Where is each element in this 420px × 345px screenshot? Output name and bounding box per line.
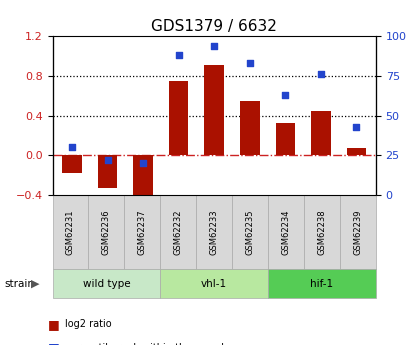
Text: wild type: wild type [83,279,130,289]
Text: GSM62234: GSM62234 [281,209,291,255]
Text: percentile rank within the sample: percentile rank within the sample [65,343,230,345]
Text: GSM62239: GSM62239 [354,209,362,255]
Bar [346,148,366,155]
Bar [169,81,189,155]
Text: log2 ratio: log2 ratio [65,319,112,329]
Text: GSM62237: GSM62237 [138,209,147,255]
Point [211,43,218,49]
Point [353,124,360,129]
Bar [205,65,224,155]
Text: hif-1: hif-1 [310,279,333,289]
Title: GDS1379 / 6632: GDS1379 / 6632 [151,19,277,34]
Bar [240,101,260,155]
Text: ▶: ▶ [32,279,40,289]
Point [69,145,76,150]
Point [104,157,111,163]
Point [247,60,253,66]
Point [175,52,182,58]
Bar [98,155,117,188]
Text: ■: ■ [48,341,60,345]
Point [318,71,324,77]
Point [140,160,147,166]
Text: GSM62232: GSM62232 [174,209,183,255]
Text: strain: strain [4,279,34,289]
Text: GSM62233: GSM62233 [210,209,219,255]
Bar [134,155,153,198]
Bar [62,155,82,173]
Text: GSM62238: GSM62238 [318,209,326,255]
Point [282,92,289,98]
Bar [311,111,331,155]
Bar [276,122,295,155]
Text: ■: ■ [48,318,60,331]
Text: GSM62236: GSM62236 [102,209,111,255]
Text: vhl-1: vhl-1 [201,279,227,289]
Text: GSM62235: GSM62235 [246,209,255,255]
Text: GSM62231: GSM62231 [66,209,75,255]
